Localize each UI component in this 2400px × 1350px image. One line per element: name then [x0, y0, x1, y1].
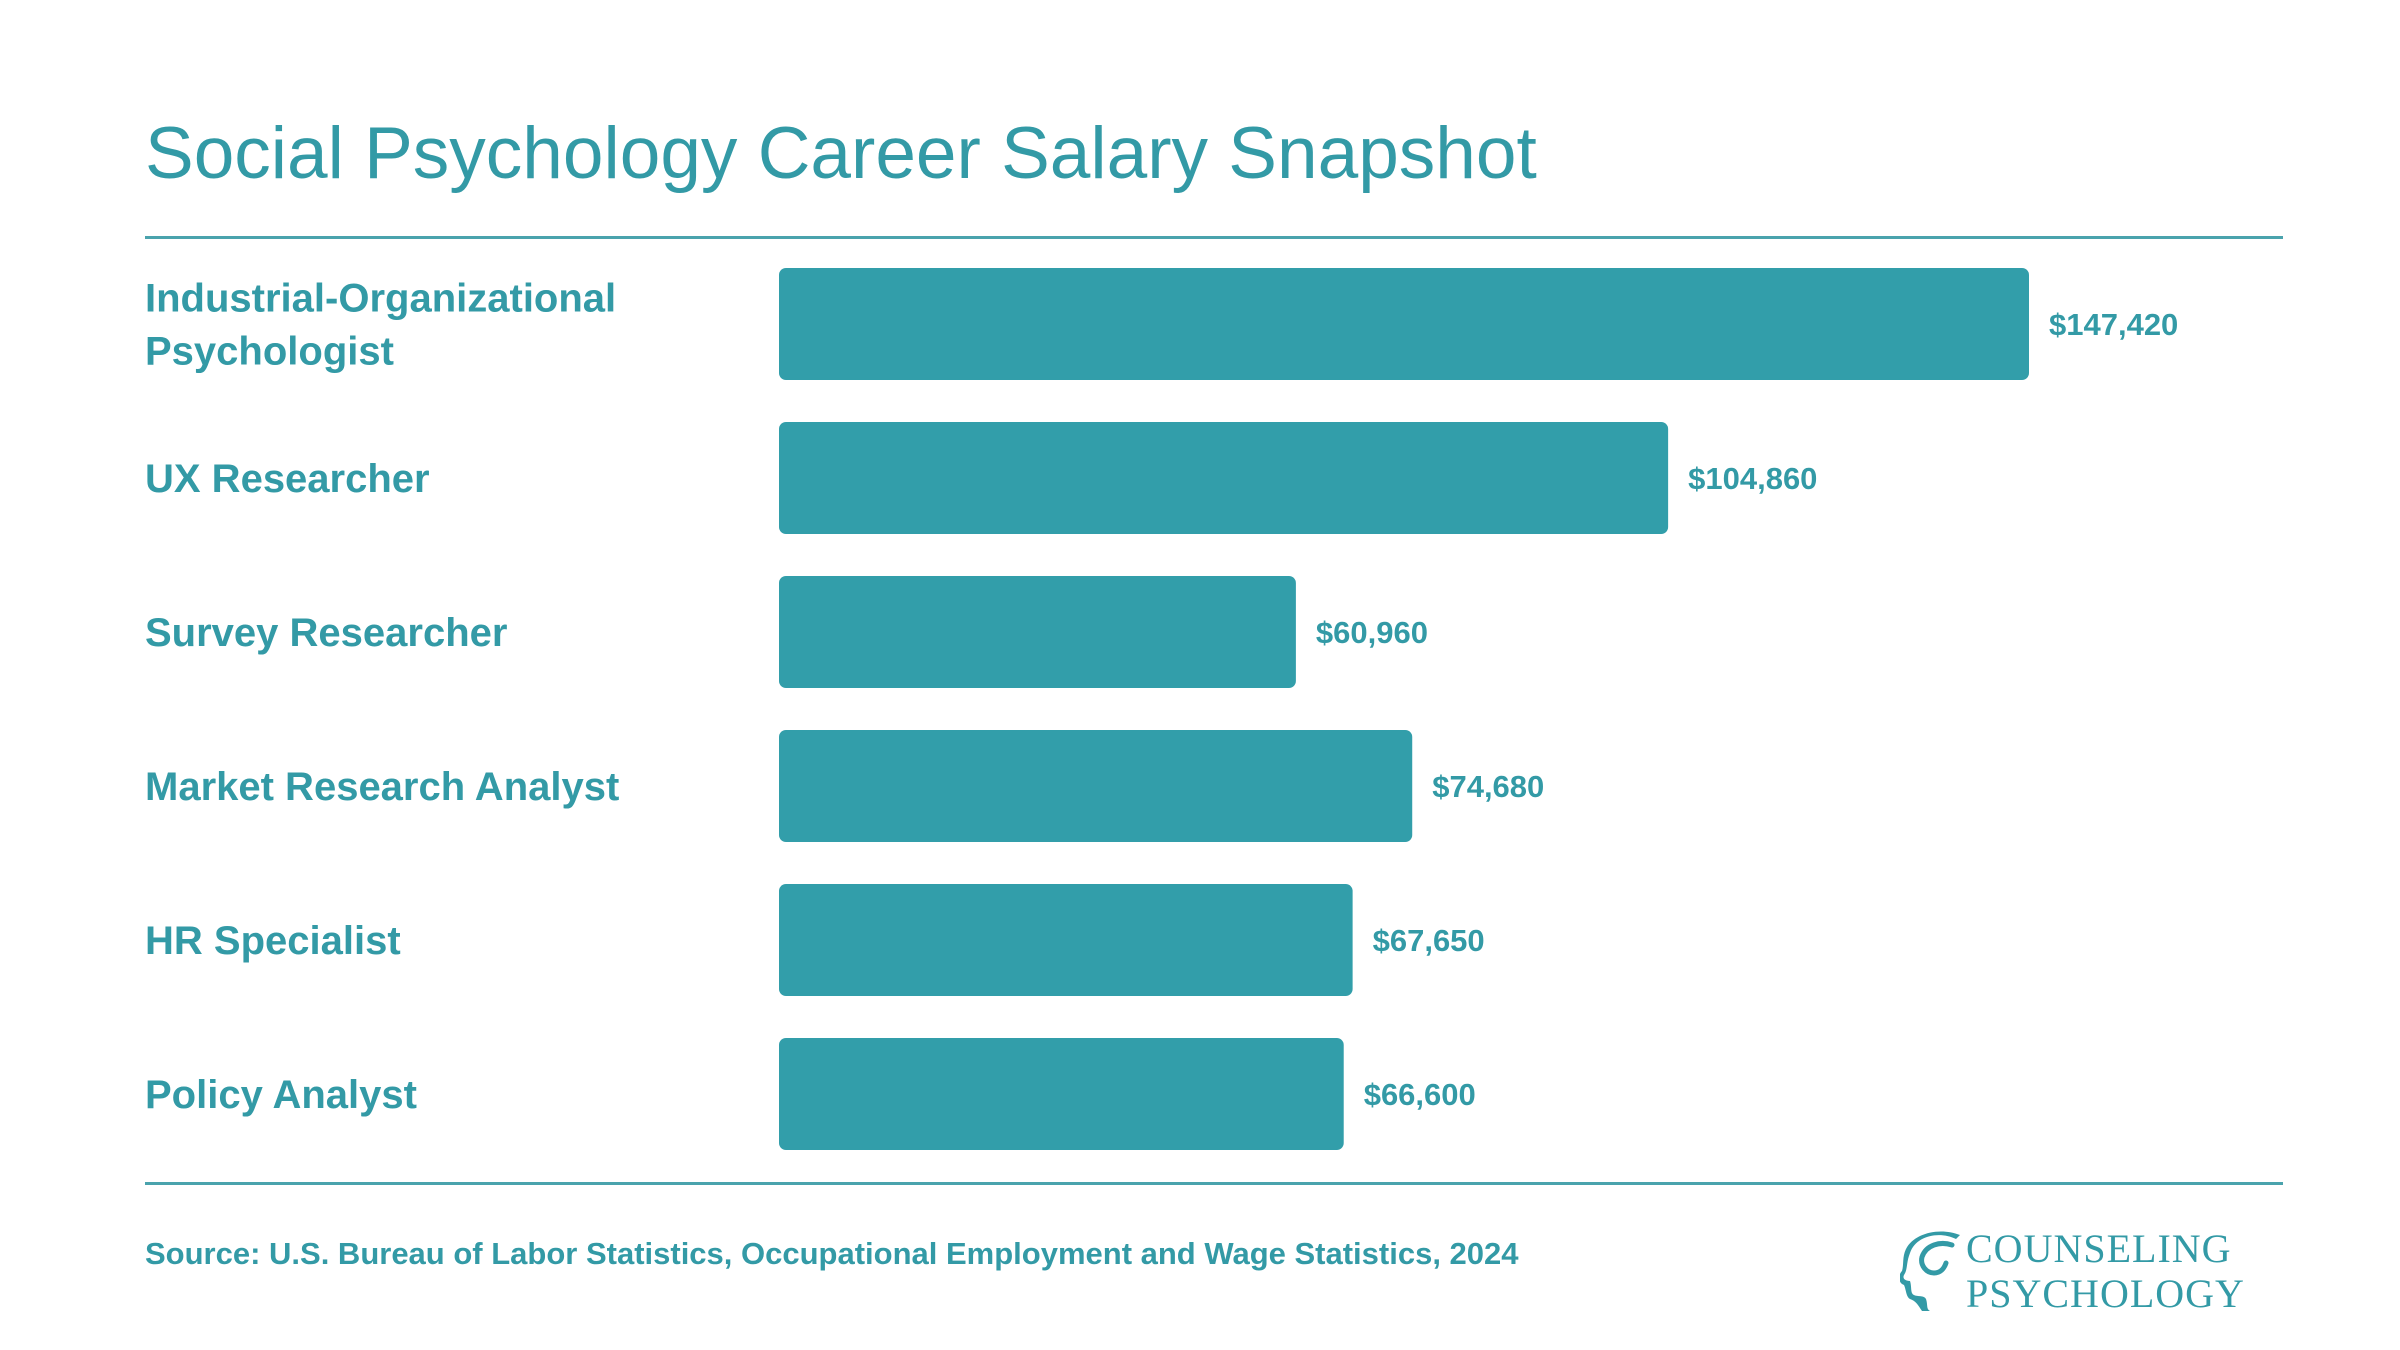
bar-1: [779, 422, 1669, 534]
bar-0: [779, 268, 2029, 380]
value-label-0: $147,420: [2049, 307, 2178, 342]
bar-3: [779, 730, 1413, 842]
value-label-3: $74,680: [1432, 769, 1544, 804]
category-label-2: Survey Researcher: [145, 611, 507, 655]
source-note: Source: U.S. Bureau of Labor Statistics,…: [145, 1236, 1519, 1271]
bar-4: [779, 884, 1353, 996]
category-label-5: Policy Analyst: [145, 1073, 417, 1117]
value-label-2: $60,960: [1316, 615, 1428, 650]
category-label-0-line-0: Industrial-Organizational: [145, 277, 616, 321]
top-divider: [145, 236, 2283, 239]
bottom-divider: [145, 1182, 2283, 1185]
category-label-0-line-1: Psychologist: [145, 330, 394, 374]
chart-title: Social Psychology Career Salary Snapshot: [145, 113, 1537, 194]
head-profile-icon: [1900, 1231, 1960, 1311]
bar-5: [779, 1038, 1344, 1150]
category-label-3: Market Research Analyst: [145, 765, 619, 809]
logo-line-1: COUNSELING: [1966, 1226, 2232, 1271]
counseling-psychology-logo: COUNSELING PSYCHOLOGY: [1900, 1225, 2270, 1316]
value-label-1: $104,860: [1688, 461, 1817, 496]
logo-line-2: PSYCHOLOGY: [1966, 1271, 2245, 1316]
value-label-4: $67,650: [1373, 923, 1485, 958]
category-label-4: HR Specialist: [145, 919, 401, 963]
category-label-1: UX Researcher: [145, 457, 430, 501]
bar-2: [779, 576, 1296, 688]
value-label-5: $66,600: [1364, 1077, 1476, 1112]
